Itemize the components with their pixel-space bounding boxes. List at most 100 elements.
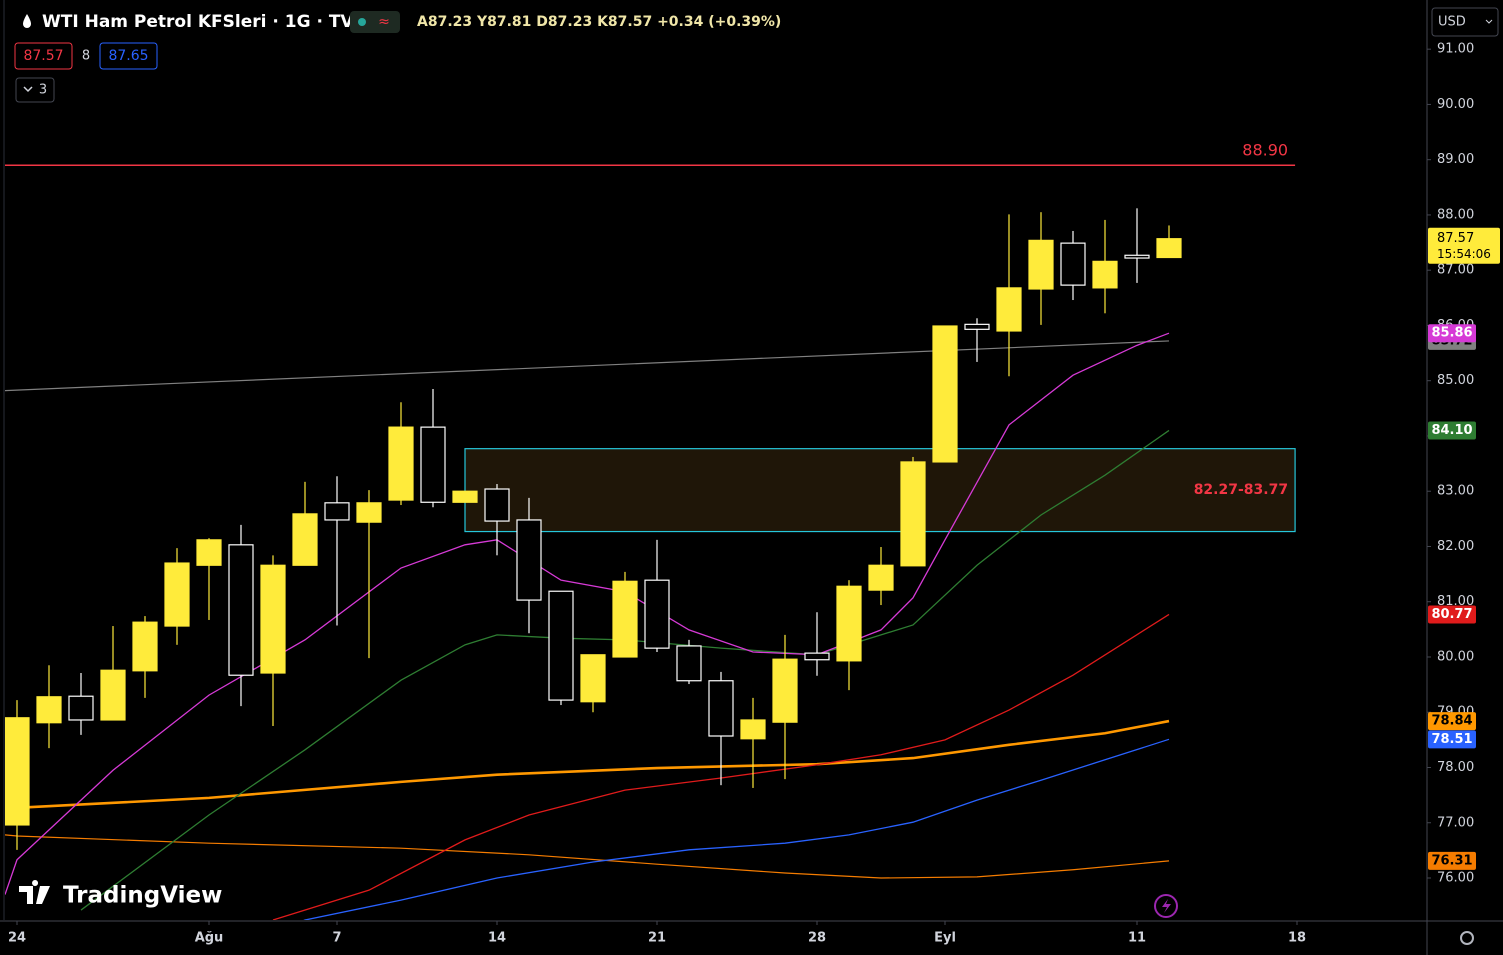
candle-body (68, 695, 94, 721)
price-tag (1428, 421, 1476, 440)
candle-body (164, 562, 190, 627)
moving-average-line (5, 834, 1170, 879)
x-tick-label: 24 (8, 931, 26, 946)
y-tick-label: 88.00 (1437, 207, 1474, 222)
chevron-icon (23, 86, 33, 93)
x-tick-label: Eyl (934, 931, 956, 946)
x-tick-label: 7 (332, 931, 341, 946)
current-price: 87.57 (1437, 231, 1474, 246)
candle-body (548, 590, 574, 701)
candle-body (228, 544, 254, 676)
overlay: WTI Ham Petrol KFSleri · 1G · TVC ≈ A87.… (14, 7, 1499, 945)
candle-body (324, 502, 350, 521)
x-tick-label: 18 (1288, 931, 1306, 946)
candle-body (1028, 239, 1054, 290)
indicator-count: 3 (39, 83, 47, 98)
alert-icon[interactable] (1154, 894, 1178, 918)
price-tag-label: 85.86 (1431, 326, 1472, 341)
moving-average-line (5, 340, 1170, 392)
candle-body (100, 669, 126, 721)
brand-icon (19, 880, 50, 904)
x-tick-label: Ağu (195, 931, 224, 946)
buy-price: 87.65 (108, 48, 148, 64)
candle-body (932, 325, 958, 463)
candle-body (900, 461, 926, 567)
plot-area (5, 164, 1296, 920)
candle-body (1156, 238, 1182, 259)
ohlc-values: A87.23 Y87.81 D87.23 K87.57 +0.34 (+0.39… (417, 14, 781, 30)
price-zone (464, 448, 1296, 533)
symbol-icon (23, 14, 31, 28)
moving-average-line (272, 613, 1170, 920)
symbol-title[interactable]: WTI Ham Petrol KFSleri · 1G · TVC (42, 12, 366, 32)
candle-body (804, 652, 830, 661)
candle-body (708, 680, 734, 737)
candle-body (836, 585, 862, 662)
price-tag (1428, 324, 1476, 343)
resistance-label: 88.90 (1242, 141, 1288, 160)
candle-body (484, 488, 510, 522)
currency-chevron (1485, 19, 1493, 24)
price-tag (1428, 712, 1476, 731)
sell-price: 87.57 (23, 48, 63, 64)
price-tag-label: 84.10 (1431, 423, 1472, 438)
sell-button[interactable] (14, 42, 73, 70)
candle-body (996, 287, 1022, 332)
brand-logo: TradingView (19, 880, 222, 909)
candle-body (260, 564, 286, 674)
x-tick-label: 28 (808, 931, 826, 946)
indicators-toggle[interactable] (15, 77, 55, 103)
candle-body (452, 490, 478, 503)
price-tag-label: 78.84 (1431, 714, 1472, 729)
currency: USD (1438, 15, 1466, 30)
candle-body (612, 580, 638, 658)
candle-body (964, 323, 990, 330)
y-tick-label: 85.00 (1437, 373, 1474, 388)
price-tag-label: 76.31 (1431, 853, 1472, 868)
currency-select[interactable] (1431, 7, 1499, 37)
candle-body (580, 654, 606, 703)
candle-body (388, 426, 414, 501)
candle-body (356, 502, 382, 523)
candle-body (740, 719, 766, 740)
candle-body (1124, 254, 1150, 259)
buy-button[interactable] (99, 42, 158, 70)
bar-countdown: 15:54:06 (1437, 247, 1491, 261)
y-tick-label: 87.00 (1437, 263, 1474, 278)
y-tick-label: 78.00 (1437, 760, 1474, 775)
y-tick-label: 90.00 (1437, 97, 1474, 112)
spread: 8 (82, 49, 90, 64)
moving-average-line (5, 719, 1170, 810)
candle-body (292, 513, 318, 566)
zone-label: 82.27-83.77 (1194, 482, 1288, 498)
candle-body (420, 426, 446, 503)
candle-body (644, 579, 670, 649)
y-tick-label: 91.00 (1437, 42, 1474, 57)
candle-body (1092, 260, 1118, 289)
x-tick-label: 14 (488, 931, 506, 946)
price-tag (1428, 851, 1476, 870)
y-tick-label: 82.00 (1437, 539, 1474, 554)
y-tick-label: 89.00 (1437, 152, 1474, 167)
y-tick-label: 80.00 (1437, 649, 1474, 664)
price-tag-label: 78.51 (1431, 732, 1472, 747)
status-pill[interactable] (350, 11, 400, 33)
candle-body (868, 564, 894, 591)
candle-body (516, 519, 542, 601)
price-tag (1428, 605, 1476, 624)
x-tick-label: 21 (648, 931, 666, 946)
y-tick-label: 83.00 (1437, 484, 1474, 499)
candle-body (5, 717, 30, 826)
market-open-dot (358, 18, 366, 26)
moving-average-line (303, 738, 1170, 920)
delay-icon: ≈ (378, 14, 390, 30)
candle-body (772, 658, 798, 723)
candle-body (676, 645, 702, 682)
candle-body (196, 539, 222, 566)
candle-body (132, 621, 158, 672)
settings-icon[interactable] (1460, 931, 1474, 945)
alert-bolt (1162, 899, 1171, 913)
candle-body (1060, 242, 1086, 286)
